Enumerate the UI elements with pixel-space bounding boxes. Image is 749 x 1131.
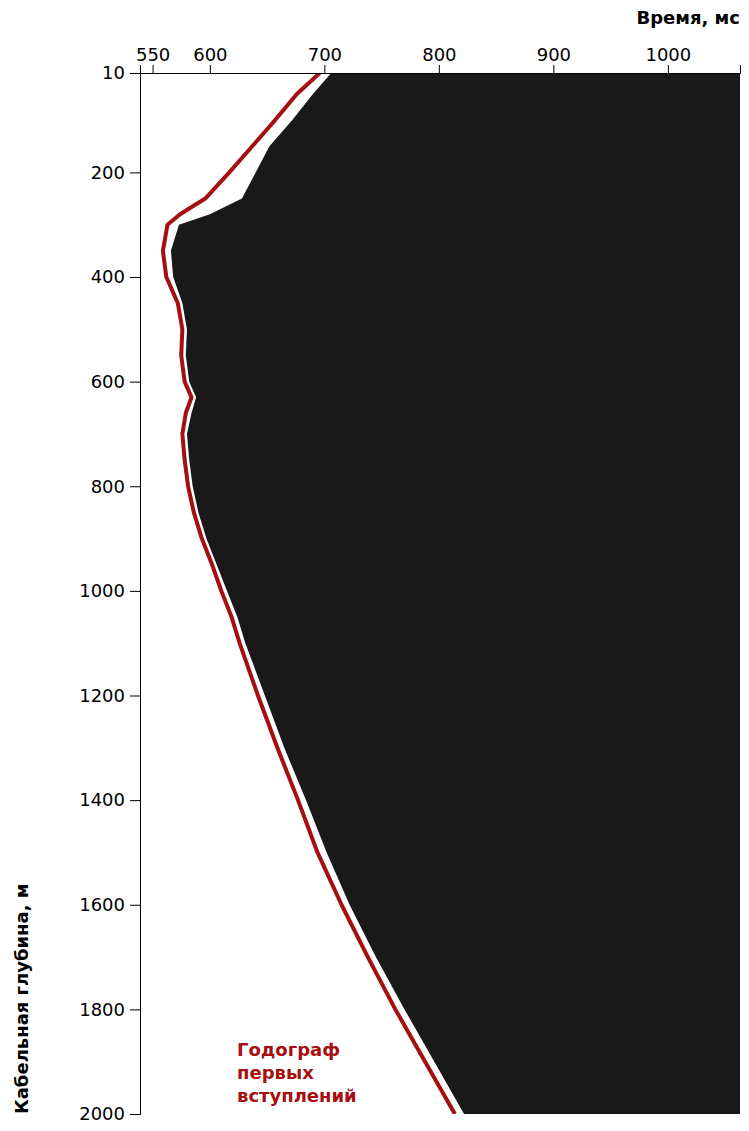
tick-mark bbox=[130, 1009, 140, 1010]
tick: 10 bbox=[102, 62, 140, 83]
tick-mark bbox=[130, 591, 140, 592]
tick-mark bbox=[130, 905, 140, 906]
tick: 1800 bbox=[79, 999, 140, 1020]
axis-line bbox=[130, 74, 141, 1115]
time-axis: 550 600 700 800 900 1000 bbox=[136, 44, 741, 74]
tick-label: 550 bbox=[136, 44, 170, 65]
tick-label: 800 bbox=[422, 44, 456, 65]
tick: 800 bbox=[91, 476, 140, 497]
tick-label: 1400 bbox=[79, 789, 125, 810]
tick-label: 700 bbox=[308, 44, 342, 65]
tick: 900 bbox=[537, 44, 571, 73]
tick: 1600 bbox=[79, 894, 140, 915]
tick-label: 900 bbox=[537, 44, 571, 65]
tick-label: 10 bbox=[102, 62, 125, 83]
tick-mark bbox=[130, 486, 140, 487]
tick: 1000 bbox=[645, 44, 691, 73]
depth-axis: 10 200 400 600 800 1000 1200 1400 1600 1800 2000 bbox=[79, 62, 140, 1124]
tick-mark bbox=[130, 1114, 140, 1115]
wavefield-area bbox=[171, 73, 740, 1114]
legend-label-line: первых bbox=[237, 1062, 314, 1083]
tick: 2000 bbox=[79, 1103, 140, 1124]
tick-mark bbox=[130, 382, 140, 383]
tick-label: 1200 bbox=[79, 685, 125, 706]
tick: 1200 bbox=[79, 685, 140, 706]
tick: 600 bbox=[193, 44, 227, 73]
tick-label: 600 bbox=[193, 44, 227, 65]
tick: 400 bbox=[91, 266, 140, 287]
tick-mark bbox=[210, 65, 211, 73]
tick-mark bbox=[130, 800, 140, 801]
legend-label-line: Годограф bbox=[237, 1039, 340, 1060]
legend-label: Годографпервыхвступлений bbox=[237, 1039, 357, 1106]
tick-mark bbox=[668, 65, 669, 73]
tick: 700 bbox=[308, 44, 342, 73]
tick: 550 bbox=[136, 44, 170, 73]
tick-label: 200 bbox=[91, 162, 125, 183]
tick-label: 400 bbox=[91, 266, 125, 287]
tick: 1400 bbox=[79, 789, 140, 810]
tick-mark bbox=[439, 65, 440, 73]
axis-title: Кабельная глубина, м bbox=[11, 883, 32, 1114]
tick-mark bbox=[130, 73, 140, 74]
plot-area bbox=[163, 73, 740, 1114]
tick-mark bbox=[553, 65, 554, 73]
tick-mark bbox=[324, 65, 325, 73]
axis-title: Время, мс bbox=[636, 7, 740, 28]
tick: 1000 bbox=[79, 580, 140, 601]
tick-label: 1000 bbox=[79, 580, 125, 601]
tick-label: 1800 bbox=[79, 999, 125, 1020]
tick: 800 bbox=[422, 44, 456, 73]
axis-line bbox=[141, 65, 741, 74]
tick-label: 800 bbox=[91, 476, 125, 497]
tick: 600 bbox=[91, 371, 140, 392]
tick-mark bbox=[130, 172, 140, 173]
tick-label: 2000 bbox=[79, 1103, 125, 1124]
chart: 550 600 700 800 900 1000 10 200 400 600 800 1000 120… bbox=[0, 0, 749, 1131]
legend: Годографпервыхвступлений bbox=[233, 1036, 361, 1109]
legend-label-line: вступлений bbox=[237, 1085, 357, 1106]
tick-label: 1600 bbox=[79, 894, 125, 915]
tick-mark bbox=[130, 277, 140, 278]
tick-label: 1000 bbox=[645, 44, 691, 65]
tick-mark bbox=[130, 696, 140, 697]
tick-mark bbox=[153, 65, 154, 73]
tick-label: 600 bbox=[91, 371, 125, 392]
tick: 200 bbox=[91, 162, 140, 183]
legend-background bbox=[233, 1036, 361, 1109]
